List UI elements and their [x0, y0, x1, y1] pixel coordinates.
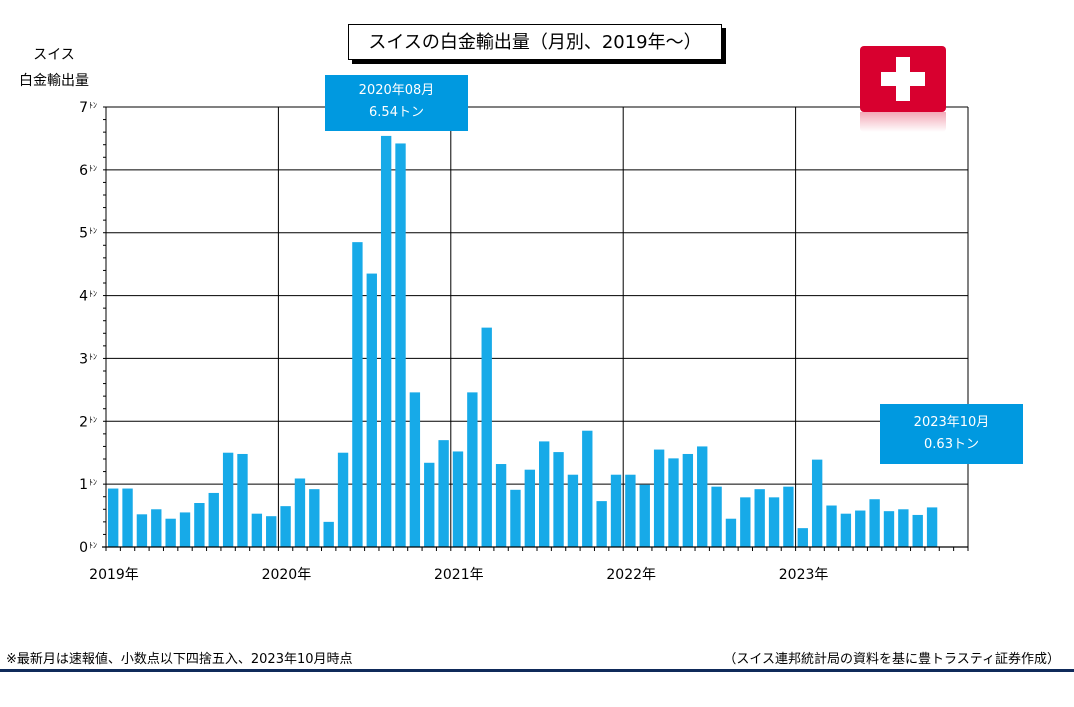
bar-2022-03	[653, 449, 665, 547]
y-tick-label: 5	[79, 226, 88, 242]
bar-2019-06	[179, 512, 191, 547]
y-axis-label-line1: スイス	[33, 47, 75, 63]
y-tick-label: 7	[79, 100, 88, 116]
bar-2021-07	[539, 441, 550, 547]
bar-2019-04	[151, 509, 162, 547]
bar-2022-09	[740, 497, 751, 547]
bar-2020-03	[309, 489, 320, 547]
bar-2022-02	[639, 484, 650, 547]
latest-annotation-date: 2023年10月	[913, 415, 990, 430]
bar-2023-03	[826, 505, 837, 547]
peak-annotation-date: 2020年08月	[358, 83, 435, 98]
y-tick-unit: ﾄﾝ	[89, 290, 97, 299]
bar-2021-01	[452, 451, 464, 547]
bar-2023-01	[797, 528, 808, 547]
y-tick-label: 3	[79, 351, 88, 367]
bar-2021-12	[610, 474, 622, 547]
bar-2020-06	[352, 242, 363, 547]
latest-annotation-value: 0.63トン	[924, 437, 979, 452]
bar-2020-12	[438, 440, 449, 547]
y-tick-label: 6	[79, 163, 88, 179]
x-tick-label: 2019年	[89, 567, 139, 583]
bar-2020-09	[395, 143, 406, 547]
bar-2019-05	[165, 518, 176, 547]
y-tick-label: 1	[79, 477, 88, 493]
bar-2019-01	[108, 488, 119, 547]
swiss-flag-icon	[860, 46, 946, 112]
y-tick-unit: ﾄﾝ	[89, 227, 97, 236]
y-tick-unit: ﾄﾝ	[89, 164, 97, 173]
bar-2019-09	[222, 452, 234, 547]
bar-2020-10	[409, 392, 421, 547]
footer-note: ※最新月は速報値、小数点以下四捨五入、2023年10月時点	[6, 652, 353, 667]
x-tick-label: 2021年	[434, 567, 484, 583]
bar-2022-11	[768, 497, 780, 547]
y-tick-label: 2	[79, 414, 88, 430]
bar-2021-06	[524, 469, 535, 547]
bar-2019-10	[237, 453, 248, 547]
y-tick-unit: ﾄﾝ	[89, 101, 97, 110]
footer-divider	[0, 669, 1074, 672]
bar-2023-10	[926, 507, 938, 547]
bar-2019-12	[266, 516, 277, 547]
bar-2022-10	[754, 489, 765, 547]
bar-2020-05	[337, 452, 349, 547]
bar-2022-12	[783, 486, 794, 547]
bar-2022-06	[697, 446, 708, 547]
bar-2021-10	[582, 430, 593, 547]
x-tick-label: 2023年	[779, 567, 829, 583]
bar-2020-01	[280, 506, 291, 547]
footer-source: （スイス連邦統計局の資料を基に豊トラスティ証券作成）	[723, 652, 1060, 667]
bar-2023-05	[855, 510, 866, 547]
bar-2020-08	[380, 135, 392, 547]
bar-2021-09	[567, 474, 579, 547]
flag-reflection	[860, 112, 946, 132]
bar-2019-08	[208, 492, 219, 547]
chart-title: スイスの白金輸出量（月別、2019年～）	[348, 24, 722, 60]
x-tick-label: 2020年	[262, 567, 312, 583]
y-axis-label-line2: 白金輸出量	[19, 73, 89, 89]
y-tick-label: 4	[79, 289, 88, 305]
bar-2019-07	[194, 503, 205, 547]
bar-2021-08	[553, 452, 564, 547]
bar-2019-03	[136, 514, 148, 547]
bar-2022-08	[725, 518, 737, 547]
bar-2021-05	[510, 489, 521, 547]
bar-2023-07	[883, 511, 895, 547]
x-tick-label: 2022年	[606, 567, 656, 583]
bar-2023-04	[840, 513, 852, 547]
bar-2023-09	[912, 514, 923, 547]
bar-2019-11	[251, 513, 263, 547]
bar-2020-11	[424, 462, 435, 547]
bar-2022-01	[625, 474, 636, 547]
bar-2023-06	[869, 499, 880, 547]
bar-2021-02	[467, 392, 478, 547]
bar-2019-02	[122, 488, 133, 547]
y-tick-label: 0	[79, 540, 88, 556]
bar-2023-08	[898, 509, 909, 547]
y-axis-label: スイス 白金輸出量	[10, 42, 98, 94]
peak-annotation-value: 6.54トン	[369, 105, 424, 120]
latest-annotation: 2023年10月 0.63トン	[880, 404, 1023, 464]
bar-2022-05	[682, 453, 694, 547]
peak-annotation: 2020年08月 6.54トン	[325, 75, 468, 131]
bar-2020-04	[323, 521, 334, 547]
y-tick-unit: ﾄﾝ	[89, 352, 97, 361]
y-tick-unit: ﾄﾝ	[89, 478, 97, 487]
bar-2023-02	[811, 459, 823, 547]
y-tick-unit: ﾄﾝ	[89, 541, 97, 550]
bar-2022-07	[711, 486, 722, 547]
bar-2022-04	[668, 458, 679, 547]
bar-2021-11	[596, 501, 607, 547]
bar-2021-04	[495, 464, 507, 547]
y-tick-unit: ﾄﾝ	[89, 415, 97, 424]
bar-2021-03	[481, 327, 492, 547]
bar-2020-02	[294, 478, 306, 547]
bar-2020-07	[366, 273, 377, 547]
